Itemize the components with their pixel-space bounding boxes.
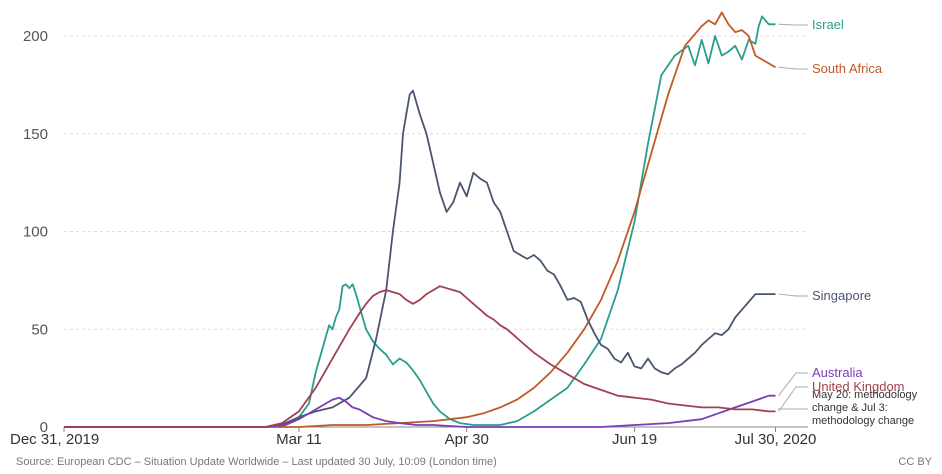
series-lines [64, 11, 776, 428]
y-tick-label: 100 [23, 224, 48, 241]
license-label: CC BY [898, 456, 932, 468]
y-tick-label: 0 [40, 419, 48, 436]
x-tick-label: Jun 19 [612, 431, 657, 448]
leader-line-1 [778, 66, 808, 70]
annotation-line-2: change & Jul 3: [812, 402, 888, 414]
series-line-2 [64, 89, 776, 428]
y-tick-label: 200 [23, 28, 48, 45]
leader-line-4 [778, 386, 808, 412]
leader-line-2 [778, 293, 808, 297]
series-line-4 [64, 285, 776, 428]
label-leaders [778, 23, 808, 412]
leader-line-0 [778, 23, 808, 26]
series-line-3 [64, 394, 776, 428]
x-axis: Dec 31, 2019 Mar 11 Apr 30 Jun 19 Jul 30, 20… [10, 427, 816, 448]
x-tick-label: Mar 11 [276, 431, 322, 448]
x-tick-label: Apr 30 [445, 431, 489, 448]
series-label-4: United Kingdom [812, 379, 905, 394]
annotation-line-3: methodology change [812, 415, 914, 427]
series-labels: Israel South Africa Singapore AustraliaUnit… [812, 17, 905, 394]
series-line-1 [64, 11, 776, 428]
series-label-2: Singapore [812, 288, 871, 303]
y-tick-label: 50 [31, 321, 48, 338]
series-line-0 [64, 15, 776, 428]
source-note: Source: European CDC – Situation Update … [16, 456, 497, 468]
x-tick-label: Jul 30, 2020 [735, 431, 817, 448]
x-tick-label: Dec 31, 2019 [10, 431, 99, 448]
series-label-0: Israel [812, 17, 844, 32]
annotation-line-1: May 20: methodology [812, 389, 918, 401]
y-axis: 0 50 100 150 200 [23, 28, 48, 436]
y-tick-label: 150 [23, 126, 48, 143]
gridlines [64, 35, 808, 428]
leader-line-3 [778, 372, 808, 397]
series-label-3: Australia [812, 365, 863, 380]
series-label-1: South Africa [812, 61, 883, 76]
